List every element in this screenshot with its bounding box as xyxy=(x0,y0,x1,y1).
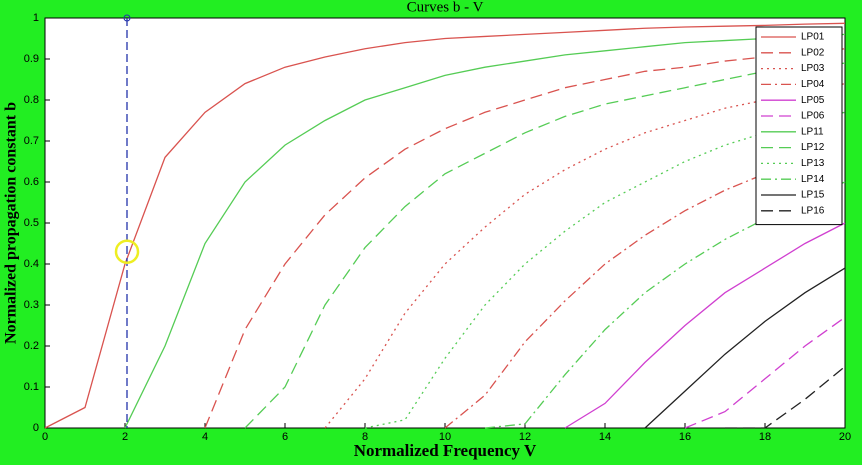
legend-label: LP03 xyxy=(801,63,825,74)
x-tick-label: 12 xyxy=(519,431,531,443)
series-line xyxy=(644,267,846,429)
series-line xyxy=(364,111,846,429)
chart-title: Curves b - V xyxy=(407,0,484,15)
x-tick-label: 20 xyxy=(839,431,851,443)
y-tick-label: 1 xyxy=(33,12,39,24)
x-tick-label: 0 xyxy=(42,431,48,443)
y-tick-label: 0.4 xyxy=(24,258,39,270)
plot-area xyxy=(44,17,846,429)
y-tick-label: 0.2 xyxy=(24,340,39,352)
x-tick-label: 14 xyxy=(599,431,611,443)
series-line xyxy=(564,222,846,429)
highlight-circle xyxy=(114,239,140,264)
y-tick-label: 0.3 xyxy=(24,299,39,311)
legend: LP01 LP02 LP03 LP04 LP05 LP06 LP11 LP12 LP13 LP14… xyxy=(755,26,843,226)
y-tick-label: 0.5 xyxy=(24,217,39,229)
legend-label: LP12 xyxy=(801,142,825,153)
y-tick-label: 0.8 xyxy=(24,94,39,106)
x-tick-label: 16 xyxy=(679,431,691,443)
x-axis-label: Normalized Frequency V xyxy=(354,441,537,460)
legend-label: LP15 xyxy=(801,190,825,201)
legend-label: LP02 xyxy=(801,47,825,58)
series-line xyxy=(684,316,846,429)
legend-label: LP01 xyxy=(801,32,825,43)
x-tick-label: 4 xyxy=(202,431,208,443)
legend-label: LP06 xyxy=(801,111,825,122)
legend-label: LP14 xyxy=(801,174,825,185)
y-axis-label: Normalized propagation constant b xyxy=(3,102,20,344)
y-tick-label: 0.6 xyxy=(24,176,39,188)
legend-label: LP11 xyxy=(801,126,824,137)
legend-label: LP04 xyxy=(801,79,825,90)
legend-label: LP16 xyxy=(801,205,825,216)
x-tick-label: 2 xyxy=(122,431,128,443)
legend-label: LP05 xyxy=(801,95,825,106)
y-tick-label: 0 xyxy=(33,422,39,434)
x-tick-label: 18 xyxy=(759,431,771,443)
x-tick-label: 6 xyxy=(282,431,288,443)
legend-label: LP13 xyxy=(801,158,825,169)
series-line xyxy=(44,22,846,429)
x-tick-label: 10 xyxy=(439,431,451,443)
y-tick-label: 0.7 xyxy=(24,135,39,147)
y-tick-label: 0.9 xyxy=(24,53,39,65)
legend-box xyxy=(755,26,843,226)
cursor-marker xyxy=(123,14,131,22)
series-line xyxy=(124,33,846,429)
series-line xyxy=(244,62,846,429)
series-line xyxy=(324,82,846,429)
y-tick-label: 0.1 xyxy=(24,381,39,393)
x-tick-label: 8 xyxy=(362,431,368,443)
series-line xyxy=(725,365,846,429)
series-line xyxy=(204,48,846,429)
